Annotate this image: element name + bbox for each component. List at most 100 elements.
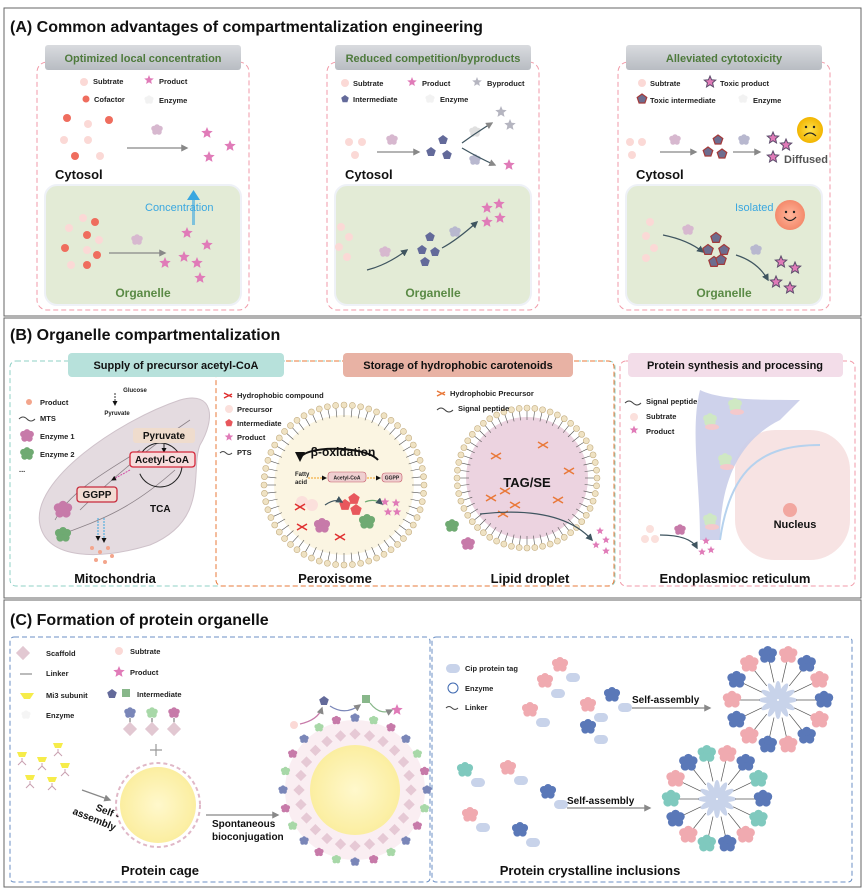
enzyme2-icon: [20, 447, 34, 460]
product-dot-icon: [110, 554, 114, 558]
scaffold-icon: [388, 744, 401, 757]
cip-tag-icon: [446, 664, 460, 673]
substrate-icon: [61, 244, 69, 252]
substrate-icon: [646, 525, 654, 533]
membrane-bead: [420, 490, 427, 497]
enzyme-icon: [779, 645, 798, 663]
membrane-bead: [324, 559, 331, 567]
legend-more: ...: [19, 465, 25, 474]
legend-signal-peptide: Signal peptide: [646, 397, 697, 406]
glucose-label: Glucose: [123, 388, 147, 394]
cip-tag-icon: [618, 703, 632, 712]
supply-header-bg: [68, 353, 284, 377]
toxic-intermediate-icon: [716, 148, 728, 159]
sad-mouth: [803, 132, 817, 137]
crystalline-box: [431, 636, 853, 883]
perox-ggpp-box: [381, 472, 403, 483]
substrate-icon: [638, 79, 646, 87]
cip-tag-icon: [566, 673, 580, 682]
toxic-product-icon: [766, 130, 780, 144]
membrane-bead: [271, 441, 279, 449]
enzyme-icon: [718, 834, 737, 852]
membrane-bead: [474, 524, 481, 531]
precursor-icon: [296, 496, 308, 508]
curved-arrow: [441, 221, 479, 249]
scaffold-icon: [321, 832, 333, 845]
bioconjugation-label: bioconjugation: [212, 832, 284, 843]
curved-arrow: [366, 249, 409, 271]
substrate-icon: [337, 223, 345, 231]
membrane-bead: [460, 444, 468, 451]
enzyme-icon: [401, 836, 411, 845]
enzyme-icon: [144, 95, 154, 104]
membrane-bead: [380, 412, 388, 420]
cip-tag-icon: [551, 689, 565, 698]
membrane-bead: [271, 521, 279, 529]
substrate-icon: [628, 151, 636, 159]
legend-toxic-product: Toxic product: [720, 79, 770, 88]
membrane-bead: [332, 402, 339, 409]
self-assembly-arrow-1: Self-assembly: [632, 695, 700, 706]
intermediate-square-icon: [362, 695, 370, 703]
enzyme-icon: [697, 834, 716, 852]
enzyme-outline-icon: [447, 682, 459, 694]
product-star-icon: [392, 507, 402, 516]
toxic-product-icon: [779, 137, 793, 151]
enzyme-icon: [314, 723, 324, 732]
membrane-bead: [315, 405, 323, 413]
product-star-icon: [178, 251, 190, 262]
membrane-bead: [340, 561, 348, 569]
product-star-icon: [707, 546, 715, 554]
membrane-bead: [554, 537, 561, 545]
membrane-bead: [593, 466, 600, 474]
membrane-bead: [573, 425, 580, 432]
product-dot-icon: [94, 558, 98, 562]
conjugated-cage-core: [310, 745, 400, 835]
legend-mts: MTS: [40, 414, 56, 423]
enzyme-icon: [449, 226, 461, 237]
membrane-bead: [373, 554, 380, 562]
enzyme-icon: [797, 726, 816, 744]
scaffold-icon: [363, 730, 376, 742]
substrate-icon: [345, 138, 353, 146]
scaffold-icon: [388, 823, 401, 836]
enzyme-icon: [288, 749, 298, 758]
membrane-bead: [593, 474, 601, 482]
membrane-bead: [523, 544, 531, 552]
acetyl-coa-label: Acetyl-CoA: [135, 455, 189, 466]
cip-tag-icon: [554, 800, 568, 809]
enzyme-icon: [674, 524, 686, 535]
legend-substrate: Subtrate: [650, 79, 680, 88]
legend-linker: Linker: [46, 669, 69, 678]
storage-header-bg: [343, 353, 573, 377]
enzyme-icon: [603, 686, 621, 702]
perox-acetyl-box: [327, 471, 367, 483]
membrane-bead: [315, 557, 323, 565]
enzyme-icon: [682, 224, 694, 235]
enzyme-icon: [499, 759, 517, 775]
signal-peptide-icon: [436, 407, 454, 413]
concentration-label: Concentration: [145, 202, 214, 214]
product-star-icon: [407, 77, 417, 86]
byproduct-star-icon: [504, 119, 516, 130]
substrate-icon: [93, 251, 101, 259]
membrane-bead: [468, 518, 476, 525]
substrate-icon: [79, 214, 87, 222]
legend-product: Product: [646, 427, 675, 436]
product-star-icon: [203, 151, 215, 162]
membrane-bead: [308, 408, 315, 416]
enzyme-icon: [579, 696, 597, 712]
legend-signal-peptide: Signal peptide: [458, 404, 509, 413]
membrane-bead: [493, 537, 500, 545]
enzyme2-icon: [54, 526, 72, 542]
membrane-bead: [420, 473, 427, 480]
membrane-bead: [387, 416, 395, 424]
byproduct-star-icon: [495, 106, 507, 117]
membrane-bead: [262, 465, 270, 472]
membrane-bead: [457, 451, 465, 459]
enzyme-icon: [131, 234, 143, 245]
substrate-icon: [641, 535, 649, 543]
substrate-icon: [341, 79, 349, 87]
substrate-icon: [71, 152, 79, 160]
product-star-icon: [702, 537, 710, 545]
